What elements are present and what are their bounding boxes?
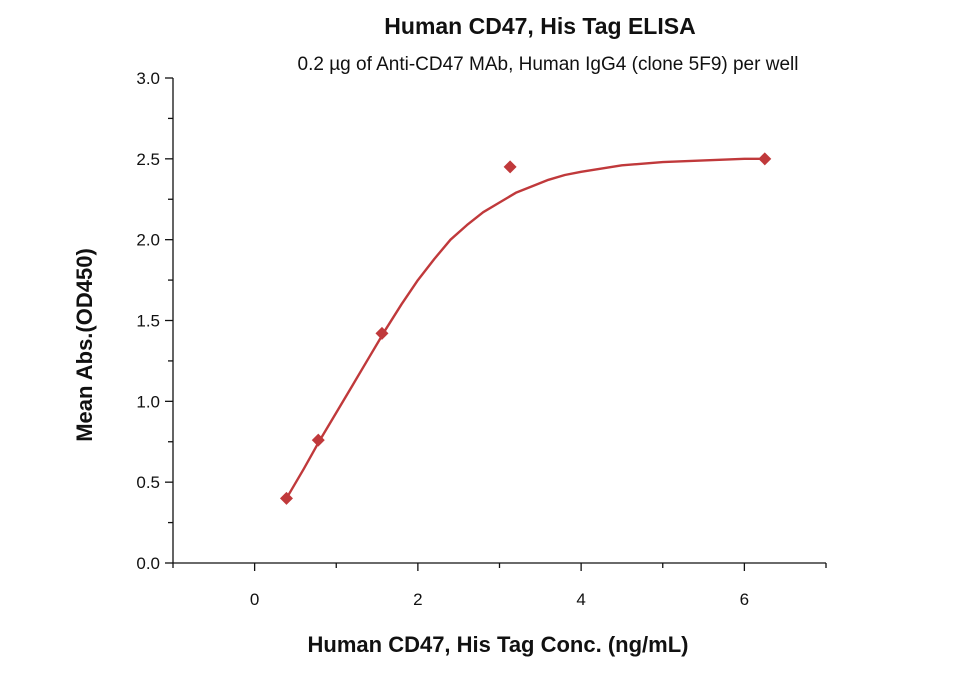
data-point-layer	[279, 152, 772, 505]
data-point	[758, 152, 772, 166]
x-tick-label: 4	[576, 590, 585, 609]
x-tick-label: 2	[413, 590, 422, 609]
x-tick-label: 0	[250, 590, 259, 609]
axes: 0.0 0.5 1.0 1.5 2.0 2.5 3.0 0 2 4 6	[136, 69, 827, 609]
y-tick-label: 0.0	[136, 554, 160, 573]
chart-title: Human CD47, His Tag ELISA	[384, 13, 695, 39]
y-tick-label: 0.5	[136, 473, 160, 492]
data-point	[279, 491, 293, 505]
data-point	[375, 326, 389, 340]
data-point	[503, 160, 517, 174]
x-axis-label: Human CD47, His Tag Conc. (ng/mL)	[308, 632, 689, 657]
chart-subtitle: 0.2 µg of Anti-CD47 MAb, Human IgG4 (clo…	[298, 54, 799, 75]
y-axis-label: Mean Abs.(OD450)	[72, 248, 97, 442]
y-tick-label: 2.5	[136, 150, 160, 169]
y-tick-label: 1.5	[136, 312, 160, 331]
fit-curve	[285, 157, 765, 499]
y-tick-label: 3.0	[136, 69, 160, 88]
y-tick-label: 1.0	[136, 392, 160, 411]
y-tick-label: 2.0	[136, 231, 160, 250]
fit-curve-layer	[285, 157, 765, 499]
data-point	[311, 433, 325, 447]
x-tick-label: 6	[740, 590, 749, 609]
